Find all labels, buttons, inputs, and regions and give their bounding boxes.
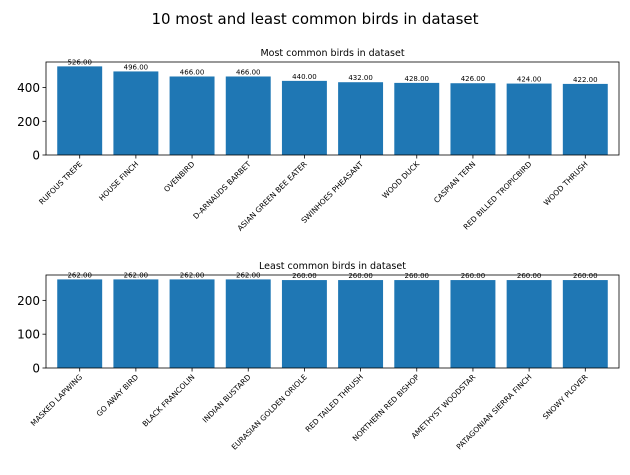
bar [57,66,103,155]
data-label: 260.00 [405,272,430,280]
bar [169,279,215,368]
data-label: 260.00 [573,272,598,280]
data-label: 260.00 [348,272,373,280]
bar [225,76,271,155]
bar [562,280,608,368]
bar [113,279,159,368]
bar [506,83,552,155]
figure-title: 10 most and least common birds in datase… [151,10,478,28]
data-label: 260.00 [461,272,486,280]
bar [562,83,608,155]
data-label: 466.00 [180,68,205,76]
data-label: 440.00 [292,73,317,81]
chart-title: Least common birds in dataset [259,261,406,272]
bar [394,82,440,155]
bar [506,280,552,368]
bar [338,82,384,155]
y-tick-label: 100 [17,328,40,342]
bar [169,76,215,155]
y-tick-label: 0 [32,149,40,163]
y-tick-label: 400 [17,81,40,95]
bar [450,83,496,155]
bar [281,80,327,155]
y-tick-label: 200 [17,294,40,308]
axes-frame [45,61,620,156]
axes-frame [45,274,620,369]
bar [113,71,159,155]
data-label: 422.00 [573,76,598,84]
bar [57,279,103,368]
data-label: 428.00 [405,75,430,83]
bar [225,279,271,368]
y-tick-label: 200 [17,115,40,129]
bar [450,280,496,368]
bar [281,280,327,368]
data-label: 496.00 [124,63,149,71]
y-tick-label: 0 [32,362,40,376]
data-label: 260.00 [292,272,317,280]
bar [338,280,384,368]
data-label: 432.00 [348,74,373,82]
data-label: 466.00 [236,68,261,76]
data-label: 260.00 [517,272,542,280]
bar [394,280,440,368]
chart-title: Most common birds in dataset [260,48,404,59]
data-label: 424.00 [517,76,542,84]
data-label: 426.00 [461,75,486,83]
